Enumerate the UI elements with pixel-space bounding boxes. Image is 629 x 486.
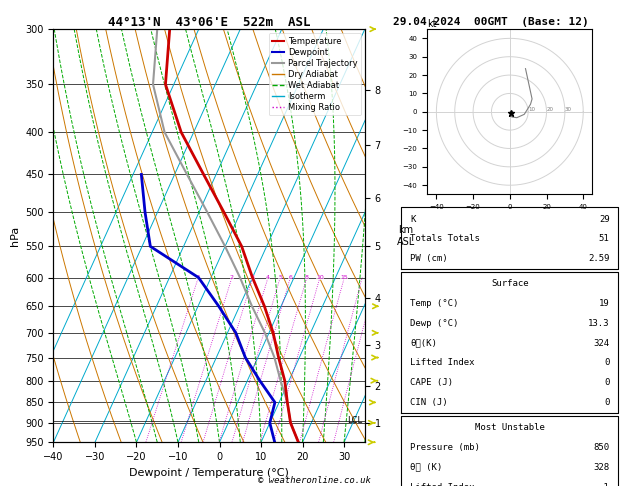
Text: 2: 2 (230, 275, 234, 280)
Text: PW (cm): PW (cm) (410, 254, 448, 263)
Text: 15: 15 (340, 275, 348, 280)
Text: 0: 0 (604, 359, 610, 367)
Text: 30: 30 (565, 107, 572, 112)
Text: 5: 5 (278, 275, 282, 280)
Text: Lifted Index: Lifted Index (410, 483, 474, 486)
X-axis label: Dewpoint / Temperature (°C): Dewpoint / Temperature (°C) (129, 468, 289, 478)
Text: 29.04.2024  00GMT  (Base: 12): 29.04.2024 00GMT (Base: 12) (393, 17, 589, 27)
Text: Temp (°C): Temp (°C) (410, 299, 459, 308)
Text: 1: 1 (196, 275, 200, 280)
Y-axis label: km
ASL: km ASL (397, 225, 415, 246)
Text: 8: 8 (305, 275, 309, 280)
Text: © weatheronline.co.uk: © weatheronline.co.uk (258, 475, 371, 485)
Legend: Temperature, Dewpoint, Parcel Trajectory, Dry Adiabat, Wet Adiabat, Isotherm, Mi: Temperature, Dewpoint, Parcel Trajectory… (269, 34, 360, 116)
Text: 13.3: 13.3 (588, 319, 610, 328)
Text: Surface: Surface (491, 279, 528, 288)
Text: 10: 10 (316, 275, 324, 280)
Text: Dewp (°C): Dewp (°C) (410, 319, 459, 328)
Text: θᴇ(K): θᴇ(K) (410, 339, 437, 347)
Text: 10: 10 (528, 107, 535, 112)
Text: 6: 6 (289, 275, 292, 280)
Text: 51: 51 (599, 234, 610, 243)
Text: Most Unstable: Most Unstable (475, 423, 545, 432)
Text: 328: 328 (594, 463, 610, 472)
Text: 324: 324 (594, 339, 610, 347)
Text: Pressure (mb): Pressure (mb) (410, 443, 480, 452)
Text: θᴇ (K): θᴇ (K) (410, 463, 442, 472)
Text: Lifted Index: Lifted Index (410, 359, 474, 367)
Text: CAPE (J): CAPE (J) (410, 378, 453, 387)
Text: 19: 19 (599, 299, 610, 308)
Title: 44°13'N  43°06'E  522m  ASL: 44°13'N 43°06'E 522m ASL (108, 16, 310, 29)
Text: 29: 29 (599, 214, 610, 224)
Text: 0: 0 (604, 398, 610, 407)
Text: 3: 3 (251, 275, 255, 280)
Y-axis label: hPa: hPa (9, 226, 19, 246)
Text: Totals Totals: Totals Totals (410, 234, 480, 243)
Text: 850: 850 (594, 443, 610, 452)
Text: LCL: LCL (348, 417, 363, 425)
Text: 0: 0 (604, 378, 610, 387)
Text: CIN (J): CIN (J) (410, 398, 448, 407)
Text: 2.59: 2.59 (588, 254, 610, 263)
Text: 4: 4 (266, 275, 270, 280)
Text: kt: kt (427, 19, 437, 29)
Text: 20: 20 (547, 107, 554, 112)
Text: K: K (410, 214, 415, 224)
Text: -1: -1 (599, 483, 610, 486)
